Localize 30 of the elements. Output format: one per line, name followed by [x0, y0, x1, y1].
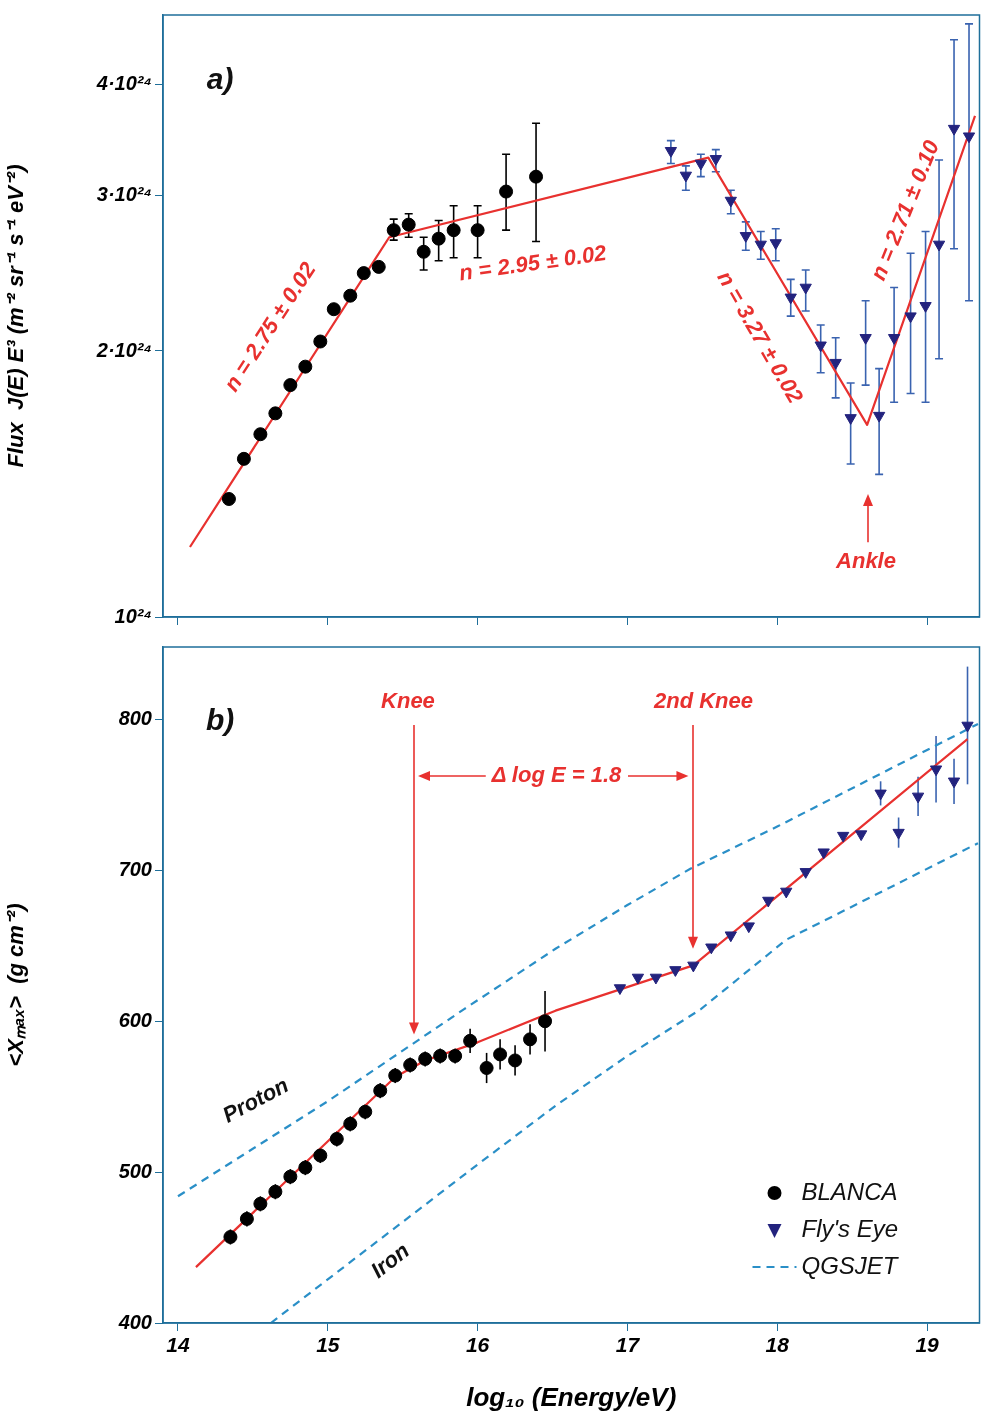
y-tick-label: 800 — [118, 706, 152, 729]
annotation: Δ log E = 1.8 — [490, 762, 623, 788]
legend-label: Fly's Eye — [801, 1214, 899, 1242]
annotation: Iron — [365, 1237, 414, 1283]
annotation: n = 2.95 ± 0.02 — [457, 240, 608, 286]
annotation: Ankle — [835, 548, 896, 574]
y-axis-title: <Xₘₐₓ> (g cm⁻²) — [3, 903, 29, 1067]
x-tick-label: 14 — [166, 1333, 190, 1357]
y-axis-title: Flux J(E) E³ (m⁻² sr⁻¹ s⁻¹ eV⁻²) — [3, 164, 29, 468]
annotation: b) — [205, 702, 235, 736]
x-tick-label: 19 — [915, 1333, 940, 1357]
y-tick-label: 2·10²⁴ — [95, 338, 152, 361]
y-tick-label: 500 — [118, 1159, 152, 1182]
legend-label: QGSJET — [801, 1251, 900, 1279]
annotation: a) — [206, 62, 234, 96]
y-tick-label: 4·10²⁴ — [95, 72, 152, 95]
x-tick-label: 17 — [615, 1333, 641, 1357]
x-tick-label: 18 — [765, 1333, 790, 1357]
x-tick-label: 15 — [316, 1333, 340, 1357]
x-axis-title: log₁₀ (Energy/eV) — [466, 1381, 677, 1412]
y-tick-label: 700 — [118, 857, 152, 880]
annotation: Knee — [381, 688, 435, 714]
legend-label: BLANCA — [801, 1177, 898, 1205]
x-tick-label: 16 — [465, 1333, 490, 1357]
annotation: 2nd Knee — [653, 688, 754, 714]
annotation: n = 2.71 ± 0.10 — [865, 135, 945, 284]
y-tick-label: 10²⁴ — [114, 604, 152, 627]
y-tick-label: 600 — [118, 1008, 152, 1031]
y-tick-label: 400 — [117, 1310, 152, 1333]
y-tick-label: 3·10²⁴ — [96, 182, 152, 205]
